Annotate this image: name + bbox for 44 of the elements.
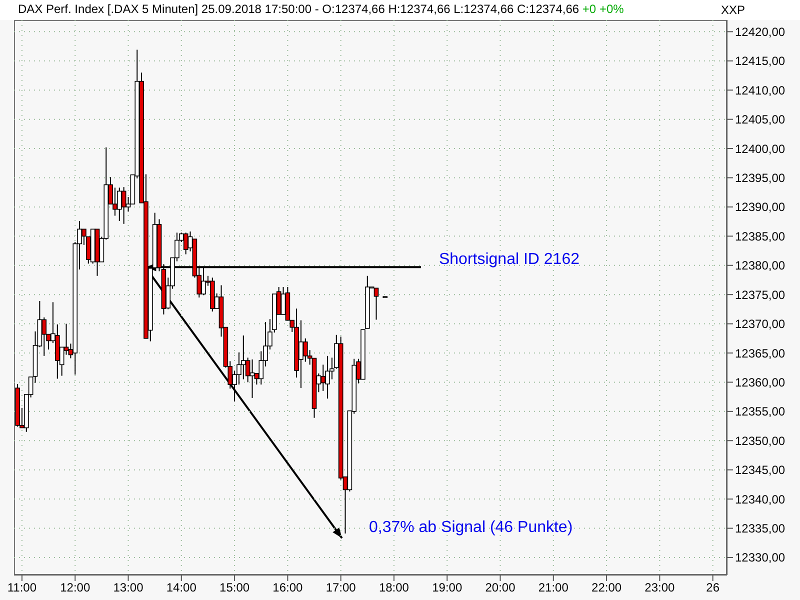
- y-tick-label: 12370,00: [735, 317, 786, 332]
- y-tick-label: 12375,00: [735, 288, 786, 302]
- annotation: 0,37% ab Signal (46 Punkte): [368, 519, 573, 536]
- x-tick-label: 14:00: [166, 580, 197, 595]
- x-tick-label: 18:00: [378, 580, 410, 595]
- y-tick-label: 12330,00: [735, 550, 786, 565]
- x-tick-label: 11:00: [7, 580, 37, 595]
- y-tick-label: 12345,00: [735, 463, 786, 478]
- x-tick-label: 19:00: [432, 580, 462, 595]
- y-tick-label: 12400,00: [735, 142, 786, 156]
- x-tick-label: 17:00: [326, 580, 356, 595]
- y-tick-label: 12405,00: [735, 112, 786, 127]
- x-tick-label: 16:00: [272, 580, 304, 595]
- y-tick-label: 12350,00: [735, 434, 786, 448]
- candlestick: [121, 186, 126, 224]
- y-tick-label: 12410,00: [735, 83, 786, 98]
- chart-subtitle: +0 +0%: [582, 2, 624, 16]
- y-tick-label: 12340,00: [735, 492, 786, 506]
- candlestick: [250, 358, 255, 398]
- y-tick-label: 12355,00: [735, 404, 786, 419]
- x-tick-label: 12:00: [60, 580, 90, 595]
- x-tick-label: 26: [706, 580, 720, 595]
- y-tick-label: 12385,00: [735, 229, 786, 244]
- x-tick-label: 13:00: [113, 580, 144, 595]
- y-tick-label: 12390,00: [735, 200, 786, 214]
- x-tick-label: 20:00: [485, 580, 516, 595]
- candlestick: [320, 364, 326, 392]
- y-tick-label: 12335,00: [735, 522, 786, 536]
- chart-title: DAX Perf. Index [.DAX 5 Minuten] 25.09.2018 17:50:00 - O:12374,66 H:12374,66 L:12374,66 C:12374,66: [18, 2, 580, 16]
- x-tick-label: 22:00: [592, 580, 622, 595]
- y-tick-label: 12420,00: [735, 24, 786, 39]
- y-tick-label: 12360,00: [735, 375, 786, 390]
- candlestick: [183, 232, 188, 255]
- y-tick-label: 12365,00: [735, 346, 786, 360]
- y-axis-title: XXP: [721, 3, 746, 17]
- candlestick: [42, 316, 47, 356]
- y-tick-label: 12380,00: [735, 258, 786, 273]
- annotation: Shortsignal ID 2162: [438, 251, 580, 268]
- candlestick: [374, 288, 379, 320]
- y-tick-label: 12415,00: [735, 54, 786, 68]
- x-tick-label: 15:00: [220, 580, 250, 595]
- x-tick-label: 21:00: [538, 580, 569, 595]
- y-tick-label: 12395,00: [735, 170, 786, 185]
- x-tick-label: 23:00: [644, 580, 676, 595]
